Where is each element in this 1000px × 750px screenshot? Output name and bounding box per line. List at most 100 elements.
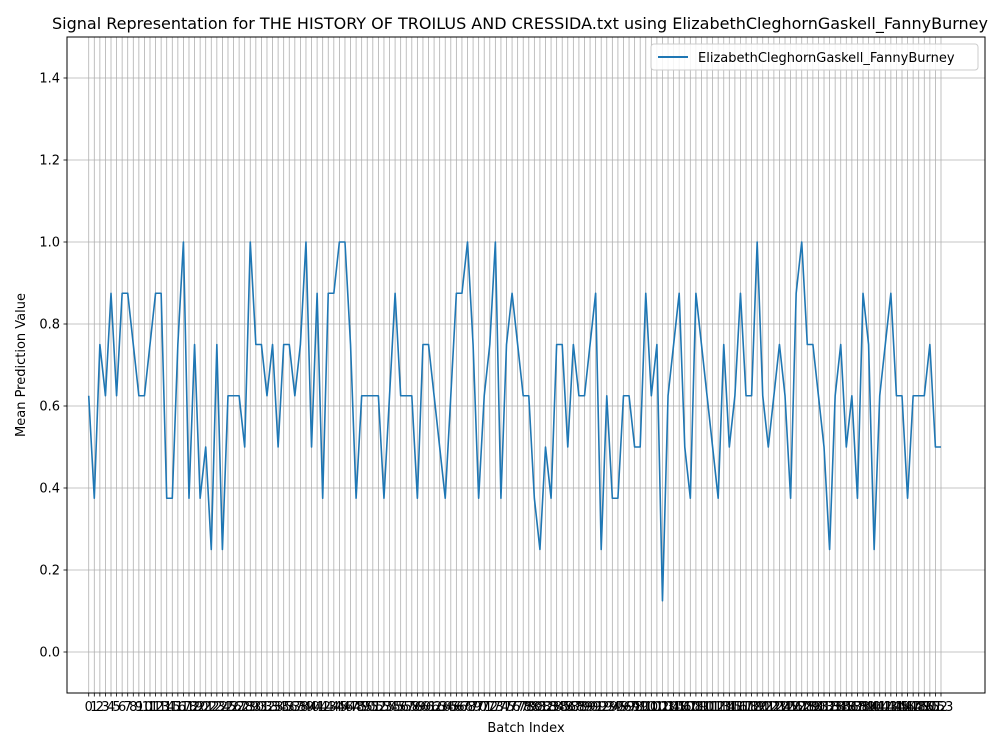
data-point — [834, 395, 836, 397]
data-point — [745, 395, 747, 397]
data-point — [801, 241, 803, 243]
data-point — [539, 549, 541, 551]
data-point — [177, 344, 179, 346]
data-point — [127, 292, 129, 294]
x-tick-label: 151 — [917, 700, 942, 715]
x-tick-label: 88 — [571, 700, 588, 715]
x-tick-label: 124 — [767, 700, 792, 715]
x-tick-label: 146 — [890, 700, 915, 715]
x-tick-label: 17 — [175, 700, 192, 715]
data-point — [294, 395, 296, 397]
x-tick-label: 63 — [431, 700, 448, 715]
data-point — [584, 395, 586, 397]
x-tick-label: 92 — [593, 700, 610, 715]
data-point — [283, 344, 285, 346]
x-tick-label: 147 — [895, 700, 920, 715]
data-point — [144, 395, 146, 397]
x-tick-label: 74 — [493, 700, 510, 715]
data-point — [573, 344, 575, 346]
x-tick-label: 148 — [901, 700, 926, 715]
data-point — [612, 497, 614, 499]
x-tick-label: 39 — [298, 700, 315, 715]
x-tick-label: 14 — [158, 700, 175, 715]
data-point — [651, 395, 653, 397]
x-tick-label: 114 — [711, 700, 736, 715]
data-point — [116, 395, 118, 397]
data-point — [623, 395, 625, 397]
x-tick-label: 152 — [923, 700, 948, 715]
x-tick-label: 95 — [610, 700, 627, 715]
x-tick-label: 13 — [153, 700, 170, 715]
data-point — [383, 497, 385, 499]
data-point — [734, 395, 736, 397]
data-point — [851, 395, 853, 397]
data-point — [751, 395, 753, 397]
data-point — [255, 344, 257, 346]
series-line — [87, 241, 941, 602]
x-tick-label: 68 — [459, 700, 476, 715]
data-point — [812, 344, 814, 346]
data-point — [790, 497, 792, 499]
data-point — [249, 241, 251, 243]
x-tick-label: 77 — [509, 700, 526, 715]
x-tick-label: 43 — [320, 700, 337, 715]
data-point — [194, 344, 196, 346]
x-tick-label: 16 — [170, 700, 187, 715]
data-point — [695, 292, 697, 294]
y-tick-label: 0.4 — [39, 482, 60, 497]
data-point — [188, 497, 190, 499]
data-point — [701, 344, 703, 346]
data-point — [327, 292, 329, 294]
data-point — [155, 292, 157, 294]
data-point — [890, 292, 892, 294]
x-tick-label: 21 — [197, 700, 214, 715]
data-point — [896, 395, 898, 397]
data-point — [300, 344, 302, 346]
x-tick-label: 12 — [147, 700, 164, 715]
data-point — [266, 395, 268, 397]
data-point — [495, 241, 497, 243]
x-tick-label: 37 — [287, 700, 304, 715]
y-tick-label: 0.0 — [39, 646, 60, 661]
x-tick-label: 65 — [443, 700, 460, 715]
y-tick-label: 0.8 — [39, 318, 60, 333]
data-point — [901, 395, 903, 397]
data-point — [522, 395, 524, 397]
data-point — [467, 241, 469, 243]
x-tick-label: 98 — [626, 700, 643, 715]
y-tick-label: 1.2 — [39, 154, 60, 169]
data-point — [378, 395, 380, 397]
x-tick-label: 94 — [604, 700, 621, 715]
x-tick-label: 139 — [851, 700, 876, 715]
data-point — [322, 497, 324, 499]
x-tick-label: 136 — [834, 700, 859, 715]
x-tick-label: 121 — [750, 700, 775, 715]
data-point — [617, 497, 619, 499]
x-tick-label: 7 — [124, 700, 132, 715]
data-point — [639, 446, 641, 448]
data-point — [673, 344, 675, 346]
legend-label: ElizabethCleghornGaskell_FannyBurney — [698, 51, 955, 66]
x-tick-label: 8 — [129, 700, 137, 715]
x-tick-label: 84 — [548, 700, 565, 715]
x-tick-label: 123 — [761, 700, 786, 715]
x-tick-label: 23 — [209, 700, 226, 715]
data-point — [628, 395, 630, 397]
x-tick-label: 60 — [415, 700, 432, 715]
x-tick-label: 122 — [756, 700, 781, 715]
y-axis-label: Mean Prediction Value — [14, 293, 29, 437]
data-point — [912, 395, 914, 397]
x-tick-label: 70 — [470, 700, 487, 715]
x-tick-label: 96 — [615, 700, 632, 715]
series-layer — [87, 241, 941, 602]
data-point — [405, 395, 407, 397]
x-tick-label: 59 — [409, 700, 426, 715]
x-tick-label: 142 — [867, 700, 892, 715]
data-point — [823, 446, 825, 448]
x-tick-label: 22 — [203, 700, 220, 715]
y-tick-label: 0.6 — [39, 400, 60, 415]
x-tick-label: 50 — [359, 700, 376, 715]
y-tick-label: 0.2 — [39, 564, 60, 579]
data-point — [589, 344, 591, 346]
data-point — [389, 395, 391, 397]
